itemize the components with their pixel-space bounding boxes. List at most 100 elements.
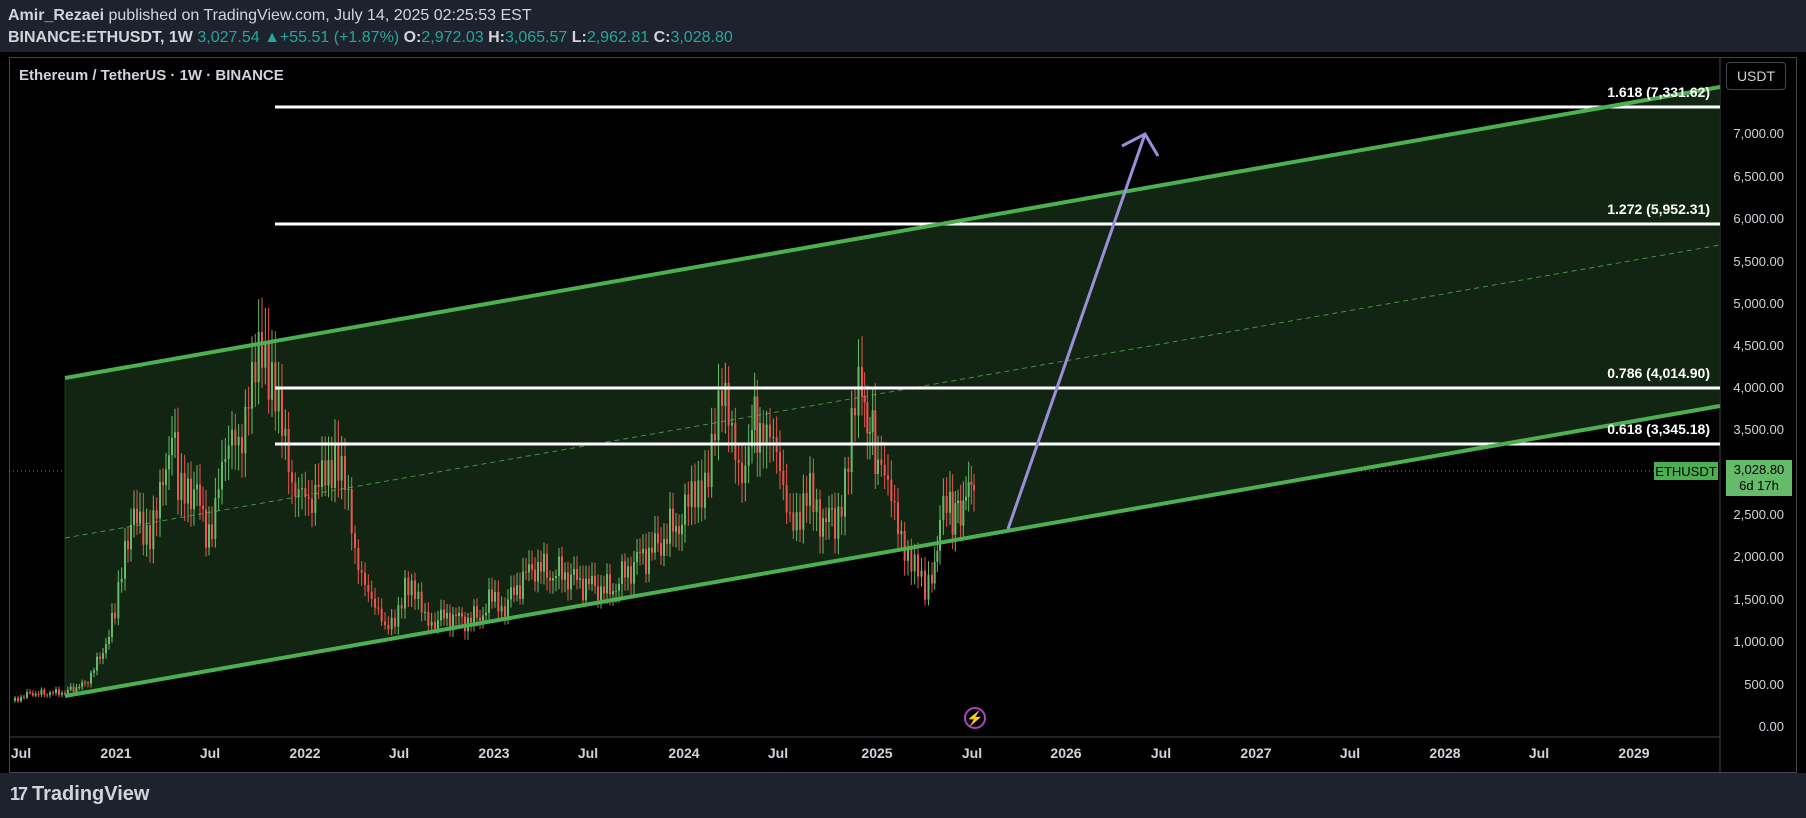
candle-body — [769, 424, 771, 438]
candle-body — [863, 396, 866, 403]
candle-body — [354, 533, 356, 548]
candle-body — [458, 612, 460, 616]
candle-body — [759, 423, 761, 453]
tradingview-logo-icon: 17 — [10, 784, 28, 804]
candle-body — [364, 572, 366, 585]
symbol-label: BINANCE:ETHUSDT, 1W — [8, 29, 193, 46]
candle-body — [470, 617, 472, 623]
candle-body — [324, 460, 327, 486]
author-name[interactable]: Amir_Rezaei — [8, 7, 105, 24]
candle-body — [747, 446, 750, 466]
candle-body — [618, 583, 620, 591]
candle-body — [564, 572, 566, 580]
candle-body — [582, 578, 584, 601]
candle-body — [133, 508, 135, 525]
candle-body — [264, 342, 267, 368]
candle-body — [603, 586, 605, 594]
candle-body — [231, 429, 233, 446]
candle-body — [127, 540, 129, 550]
candle-body — [552, 578, 554, 581]
tradingview-logo[interactable]: 17 TradingView — [10, 783, 149, 806]
candle-body — [639, 551, 641, 554]
candle-body — [962, 500, 965, 526]
candle-body — [815, 499, 818, 513]
last-price-tag: 3,028.80 6d 17h — [1726, 460, 1792, 496]
channel-midline[interactable] — [64, 244, 1721, 539]
y-tick: 4,500.00 — [1733, 338, 1784, 353]
candle-body — [193, 489, 195, 510]
candle-body — [669, 508, 671, 544]
candle-body — [913, 554, 916, 572]
low-label: L: — [571, 29, 587, 46]
candle-body — [741, 462, 743, 484]
candle-body — [247, 406, 250, 409]
candle-body — [717, 390, 720, 441]
candle-body — [561, 556, 563, 580]
candle-body — [606, 574, 608, 594]
candle-body — [920, 570, 923, 577]
y-tick: 3,500.00 — [1733, 422, 1784, 437]
candle-body — [805, 493, 808, 506]
lightning-icon[interactable]: ⚡ — [964, 707, 986, 729]
candle-body — [177, 432, 179, 500]
candle-body — [494, 591, 496, 602]
candle-body — [504, 606, 506, 617]
candle-body — [443, 609, 445, 619]
candle-body — [81, 682, 84, 687]
candle-body — [648, 547, 650, 574]
candle-body — [20, 697, 22, 702]
candle-body — [744, 465, 747, 484]
candle-body — [645, 548, 647, 574]
candle-body — [434, 621, 436, 629]
candle-body — [573, 568, 575, 575]
candle-body — [267, 342, 270, 400]
x-tick: 2024 — [668, 745, 700, 761]
candle-body — [927, 574, 930, 600]
candle-body — [84, 682, 86, 684]
projection-arrow-shaft[interactable] — [1006, 133, 1147, 530]
candle-body — [390, 617, 393, 630]
y-tick: 5,000.00 — [1733, 296, 1784, 311]
candle-body — [497, 591, 500, 612]
candle-body — [724, 382, 727, 406]
candle-body — [707, 472, 710, 487]
candle-body — [782, 470, 785, 485]
candle-body — [330, 459, 333, 488]
candle-body — [789, 512, 791, 514]
candle-body — [317, 484, 320, 487]
candle-body — [636, 551, 638, 563]
candle-body — [139, 511, 141, 524]
candle-body — [510, 587, 512, 600]
candle-body — [651, 547, 653, 553]
candle-body — [214, 498, 217, 539]
candle-body — [714, 433, 716, 441]
candle-body — [187, 478, 189, 504]
candle-body — [244, 406, 247, 454]
currency-button[interactable]: USDT — [1726, 62, 1786, 90]
candle-body — [549, 577, 551, 581]
candle-body — [370, 591, 373, 599]
candle-body — [949, 491, 951, 513]
candle-body — [58, 689, 60, 695]
candle-body — [17, 698, 19, 702]
candle-body — [37, 693, 40, 695]
channel-lower-line[interactable] — [64, 404, 1721, 698]
candle-body — [525, 571, 527, 573]
channel-upper-line[interactable] — [64, 85, 1721, 380]
candle-body — [400, 605, 403, 609]
x-tick: Jul — [388, 745, 410, 761]
x-tick: Jul — [577, 745, 599, 761]
high-label: H: — [488, 29, 505, 46]
candle-body — [287, 428, 290, 473]
candle-body — [476, 606, 478, 618]
candle-body — [522, 571, 524, 599]
candle-body — [180, 473, 183, 500]
candle-body — [883, 464, 886, 476]
candle-body — [907, 548, 909, 561]
candle-body — [772, 437, 775, 439]
candle-body — [205, 509, 207, 548]
candle-body — [117, 582, 120, 619]
candle-body — [334, 443, 336, 488]
candle-body — [301, 488, 303, 490]
